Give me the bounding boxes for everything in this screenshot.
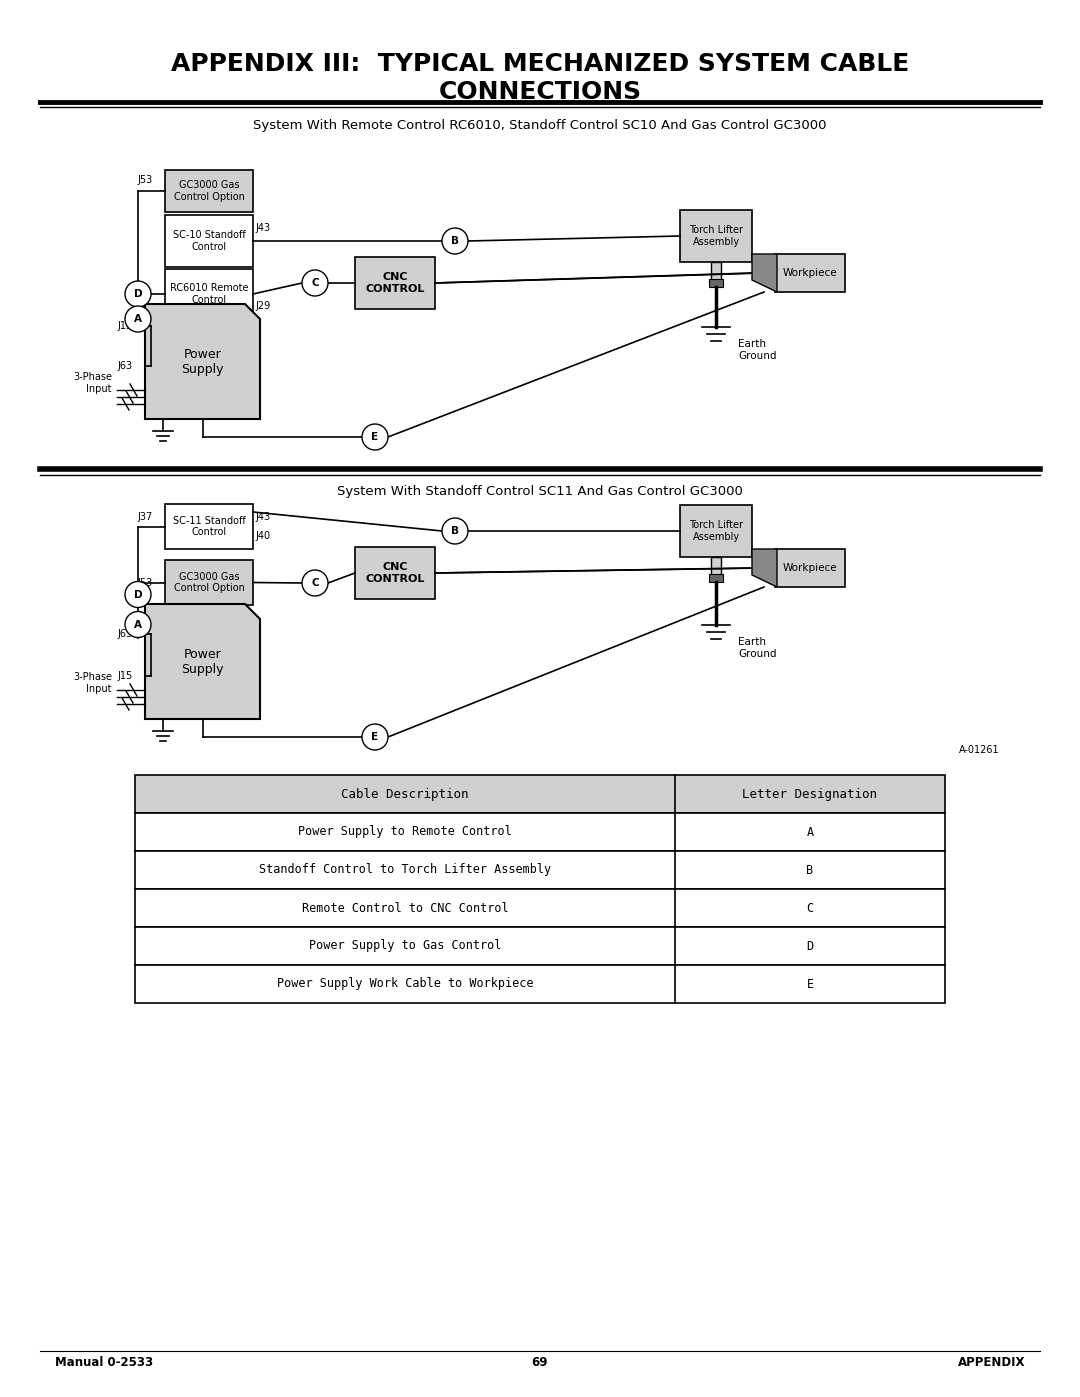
FancyBboxPatch shape [165, 170, 253, 212]
Text: A: A [134, 314, 141, 324]
Text: J15: J15 [118, 321, 133, 331]
Polygon shape [145, 305, 260, 419]
Text: J29: J29 [255, 300, 270, 312]
FancyBboxPatch shape [708, 574, 723, 583]
Text: B: B [451, 527, 459, 536]
Text: Power Supply to Remote Control: Power Supply to Remote Control [298, 826, 512, 838]
Text: Torch Lifter
Assembly: Torch Lifter Assembly [689, 520, 743, 542]
Text: Workpiece: Workpiece [783, 268, 837, 278]
FancyBboxPatch shape [711, 263, 721, 279]
Text: A: A [807, 826, 813, 838]
Text: APPENDIX: APPENDIX [958, 1356, 1025, 1369]
FancyBboxPatch shape [135, 888, 945, 928]
FancyBboxPatch shape [775, 549, 845, 587]
Text: C: C [311, 578, 319, 588]
Text: SC-11 Standoff
Control: SC-11 Standoff Control [173, 515, 245, 538]
Text: 69: 69 [531, 1356, 549, 1369]
FancyBboxPatch shape [135, 851, 945, 888]
Polygon shape [752, 254, 777, 292]
Text: CNC
CONTROL: CNC CONTROL [365, 562, 424, 584]
FancyBboxPatch shape [355, 257, 435, 309]
FancyBboxPatch shape [135, 965, 945, 1003]
Text: APPENDIX III:  TYPICAL MECHANIZED SYSTEM CABLE
CONNECTIONS: APPENDIX III: TYPICAL MECHANIZED SYSTEM … [171, 52, 909, 103]
Text: Power
Supply: Power Supply [181, 647, 224, 676]
Text: RC6010 Remote
Control: RC6010 Remote Control [170, 284, 248, 305]
Polygon shape [752, 549, 777, 587]
Text: J53: J53 [138, 175, 153, 184]
Text: 3-Phase
Input: 3-Phase Input [73, 672, 112, 694]
Text: A: A [134, 619, 141, 630]
Text: J40: J40 [255, 531, 270, 541]
Circle shape [125, 281, 151, 307]
FancyBboxPatch shape [711, 557, 721, 576]
Text: E: E [372, 732, 379, 742]
Text: Power Supply Work Cable to Workpiece: Power Supply Work Cable to Workpiece [276, 978, 534, 990]
FancyBboxPatch shape [680, 504, 752, 557]
Circle shape [125, 306, 151, 332]
Text: B: B [807, 863, 813, 876]
FancyBboxPatch shape [708, 279, 723, 286]
Text: C: C [807, 901, 813, 915]
Text: Earth
Ground: Earth Ground [738, 339, 777, 360]
Text: Standoff Control to Torch Lifter Assembly: Standoff Control to Torch Lifter Assembl… [259, 863, 551, 876]
Text: C: C [311, 278, 319, 288]
Circle shape [302, 270, 328, 296]
Text: J37: J37 [138, 289, 153, 299]
Circle shape [362, 724, 388, 750]
FancyBboxPatch shape [355, 548, 435, 599]
Text: D: D [807, 940, 813, 953]
Text: Earth
Ground: Earth Ground [738, 637, 777, 658]
Text: J43: J43 [255, 511, 270, 522]
FancyBboxPatch shape [135, 775, 945, 813]
FancyBboxPatch shape [165, 504, 253, 549]
Text: Cable Description: Cable Description [341, 788, 469, 800]
Circle shape [125, 612, 151, 637]
Text: D: D [134, 590, 143, 599]
Text: System With Remote Control RC6010, Standoff Control SC10 And Gas Control GC3000: System With Remote Control RC6010, Stand… [253, 119, 827, 131]
Circle shape [362, 425, 388, 450]
Text: Power
Supply: Power Supply [181, 348, 224, 376]
FancyBboxPatch shape [135, 928, 945, 965]
FancyBboxPatch shape [165, 560, 253, 605]
FancyBboxPatch shape [680, 210, 752, 263]
Text: J15: J15 [118, 671, 133, 680]
Text: Power Supply to Gas Control: Power Supply to Gas Control [309, 940, 501, 953]
FancyBboxPatch shape [165, 270, 253, 319]
Circle shape [302, 570, 328, 597]
Text: SC-10 Standoff
Control: SC-10 Standoff Control [173, 231, 245, 251]
Text: D: D [134, 289, 143, 299]
Text: 3-Phase
Input: 3-Phase Input [73, 372, 112, 394]
FancyBboxPatch shape [135, 813, 945, 851]
Circle shape [125, 581, 151, 608]
Text: J43: J43 [255, 224, 270, 233]
Polygon shape [145, 604, 260, 719]
Text: Remote Control to CNC Control: Remote Control to CNC Control [301, 901, 509, 915]
Text: B: B [451, 236, 459, 246]
Text: J53: J53 [138, 577, 153, 588]
Text: J37: J37 [138, 511, 153, 521]
Text: CNC
CONTROL: CNC CONTROL [365, 272, 424, 293]
Circle shape [442, 518, 468, 543]
Text: Manual 0-2533: Manual 0-2533 [55, 1356, 153, 1369]
Text: System With Standoff Control SC11 And Gas Control GC3000: System With Standoff Control SC11 And Ga… [337, 485, 743, 497]
Text: J63: J63 [118, 360, 133, 372]
Text: E: E [807, 978, 813, 990]
FancyBboxPatch shape [165, 215, 253, 267]
Text: Letter Designation: Letter Designation [743, 788, 877, 800]
Text: Workpiece: Workpiece [783, 563, 837, 573]
Text: Torch Lifter
Assembly: Torch Lifter Assembly [689, 225, 743, 247]
Text: A-01261: A-01261 [959, 745, 1000, 754]
Text: J63: J63 [118, 629, 133, 638]
Text: GC3000 Gas
Control Option: GC3000 Gas Control Option [174, 571, 244, 594]
Circle shape [442, 228, 468, 254]
Text: E: E [372, 432, 379, 441]
Text: GC3000 Gas
Control Option: GC3000 Gas Control Option [174, 180, 244, 201]
FancyBboxPatch shape [775, 254, 845, 292]
